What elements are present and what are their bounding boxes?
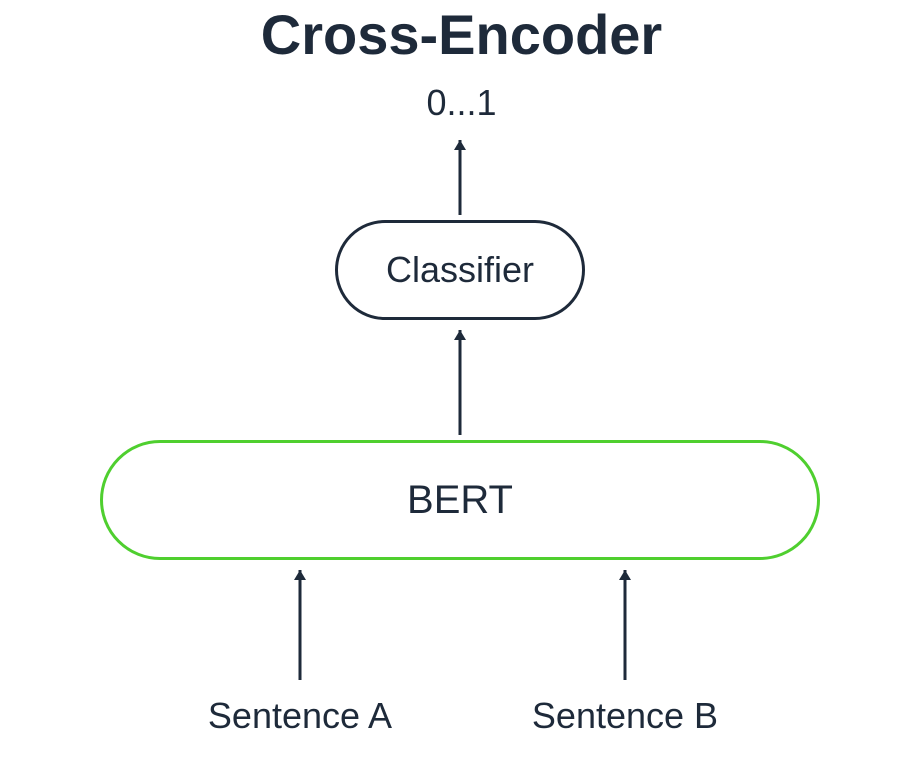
arrows-layer — [0, 0, 923, 769]
diagram-canvas: Cross-Encoder 0...1 Classifier BERT Sent… — [0, 0, 923, 769]
arrowhead-input-a-to-bert — [294, 570, 306, 580]
arrowhead-input-b-to-bert — [619, 570, 631, 580]
arrowhead-classifier-to-output — [454, 140, 466, 150]
arrowhead-bert-to-classifier — [454, 330, 466, 340]
